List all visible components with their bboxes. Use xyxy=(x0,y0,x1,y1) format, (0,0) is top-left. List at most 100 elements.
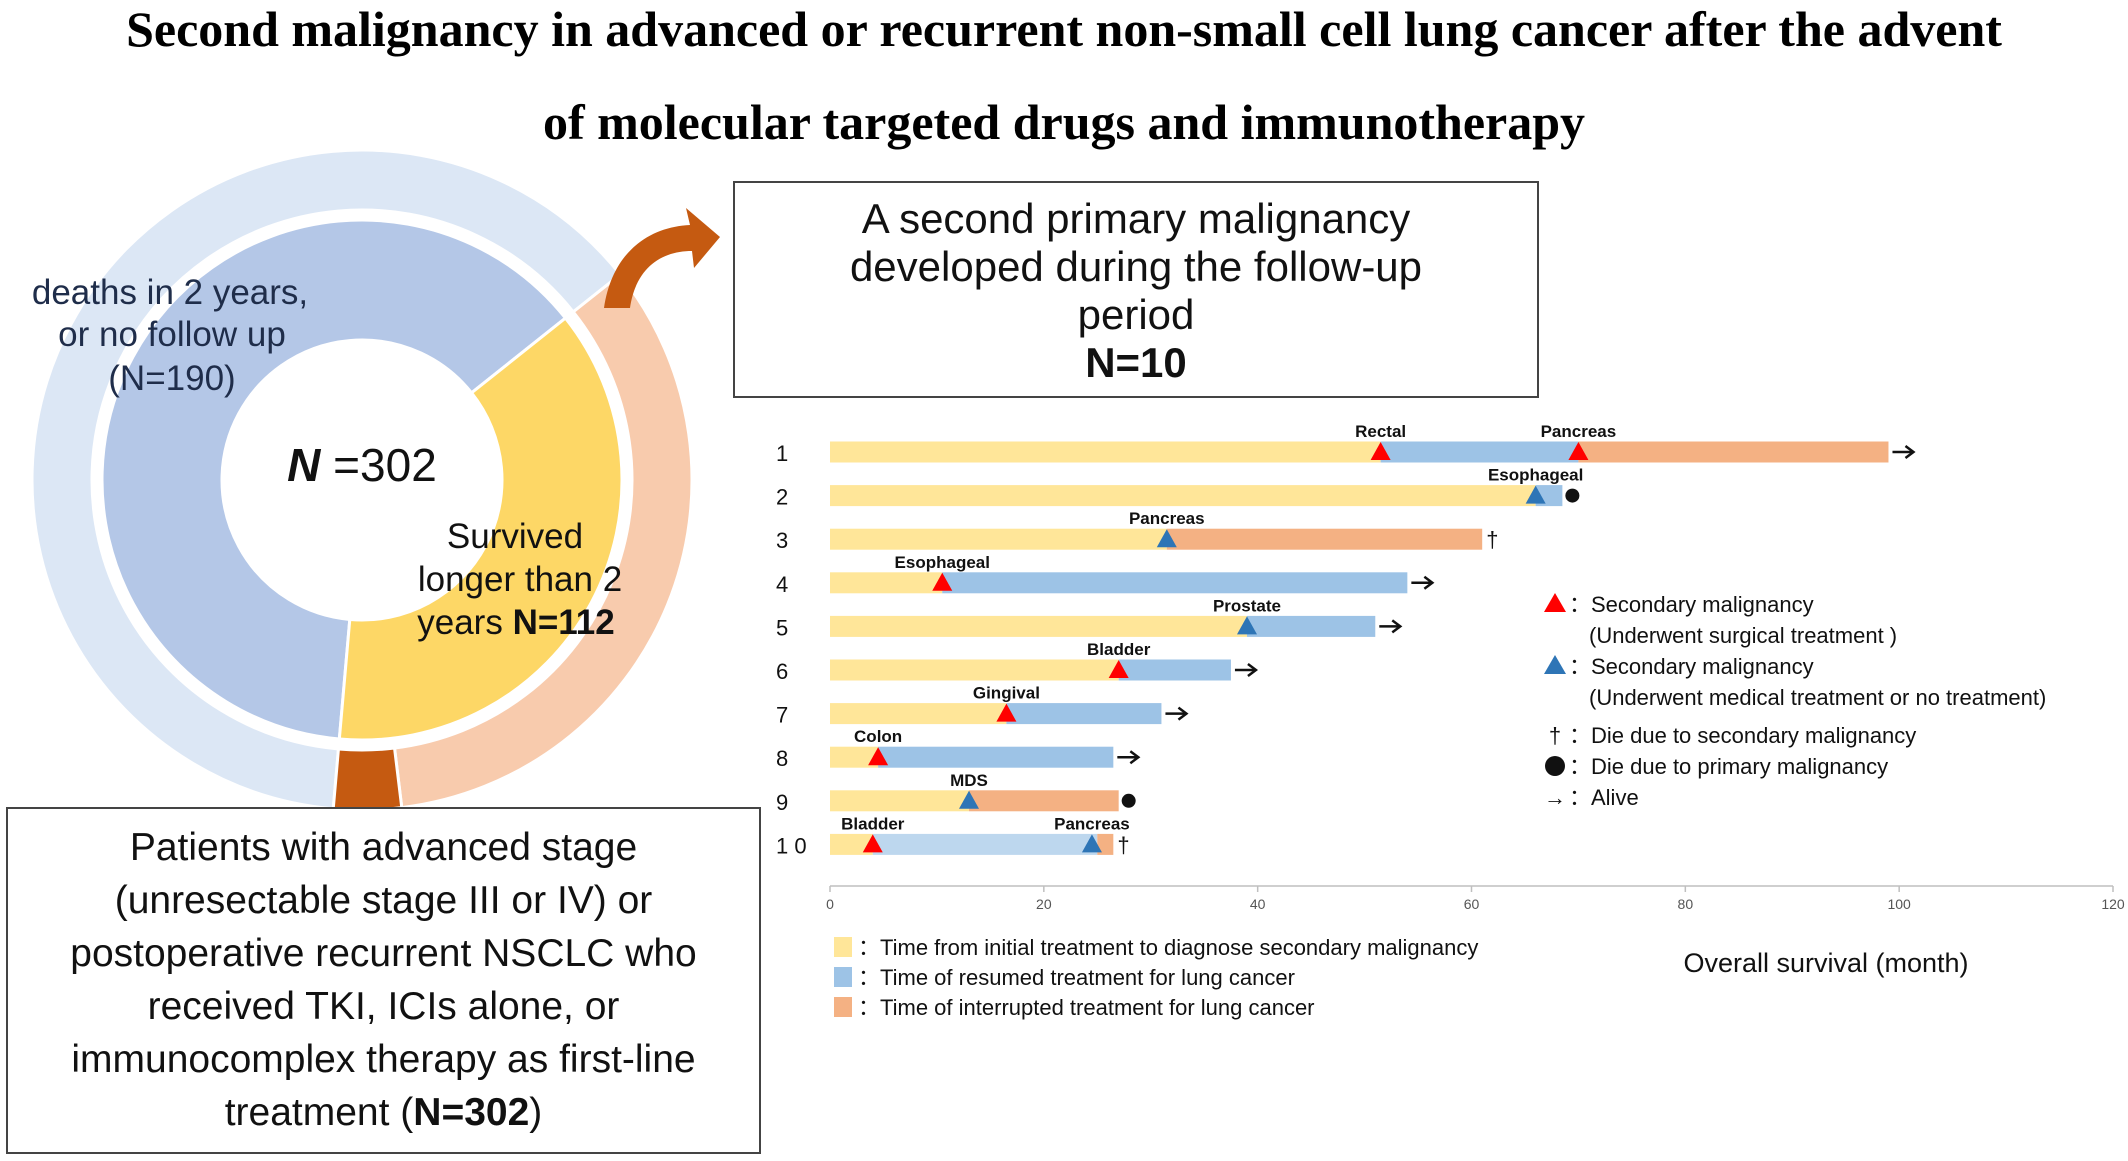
legend-marker-text: ：Alive xyxy=(1569,785,1639,810)
end-dot xyxy=(1565,488,1580,503)
row-label: 2 xyxy=(776,485,788,510)
x-tick-label: 40 xyxy=(1250,896,1266,912)
legend-segments: ：Time from initial treatment to diagnose… xyxy=(834,935,1478,1020)
bar-segment-resumed xyxy=(878,746,1114,768)
center-label-value: =302 xyxy=(320,439,436,491)
bar-segment-pre_diagnosis xyxy=(830,441,1381,463)
title-line-2: of molecular targeted drugs and immunoth… xyxy=(542,94,1586,150)
legend-glyph: → xyxy=(1544,785,1566,810)
survived-label-line-3: years N=112 xyxy=(417,603,615,642)
legend-item-dagger: † ：Die due to secondary malignancy xyxy=(1549,723,1916,748)
row-label: 1 0 xyxy=(776,833,807,858)
legend-marker-text: ：Secondary malignancy xyxy=(1569,654,1814,679)
patient-row-1: 1 Rectal Pancreas xyxy=(776,422,1916,466)
x-tick-label: 20 xyxy=(1036,896,1052,912)
event-label: Pancreas xyxy=(1541,422,1617,441)
inner-ring-deaths xyxy=(100,218,568,741)
row-label: 6 xyxy=(776,659,788,684)
bar-segment-pre_diagnosis xyxy=(830,659,1119,681)
x-tick-label: 80 xyxy=(1678,896,1694,912)
legend-dot xyxy=(1545,756,1565,776)
bar-segment-resumed xyxy=(1118,659,1231,681)
cohort-line-6: treatment (N=302) xyxy=(8,1086,759,1139)
cohort-line-3: postoperative recurrent NSCLC who xyxy=(70,932,697,975)
legend-swatch xyxy=(834,997,852,1017)
deaths-label-line-2: or no follow up xyxy=(58,315,286,354)
legend-segment-text: ：Time from initial treatment to diagnose… xyxy=(858,935,1478,960)
marker-medical xyxy=(1525,485,1546,504)
bar-segment-pre_diagnosis xyxy=(830,746,879,768)
row-label: 7 xyxy=(776,703,788,728)
deaths-label-line-1: deaths in 2 years, xyxy=(32,273,308,312)
deaths-label-line-3: (N=190) xyxy=(108,359,235,398)
bar-segment-pre_diagnosis xyxy=(830,833,873,855)
event-label: Prostate xyxy=(1213,596,1281,615)
legend-segment-text: ：Time of resumed treatment for lung canc… xyxy=(858,965,1295,990)
patient-row-2: 2 Esophageal xyxy=(776,466,1583,510)
marker-medical xyxy=(1236,616,1257,635)
legend-triangle xyxy=(1544,655,1566,674)
legend-marker-subtext: (Underwent surgical treatment ) xyxy=(1589,623,1897,648)
survived-label-line-2: longer than 2 xyxy=(418,560,622,599)
legend-marker-text: ：Die due to primary malignancy xyxy=(1569,754,1888,779)
marker-surgical xyxy=(1568,442,1589,460)
x-axis: 0 20 40 60 80 100 120 xyxy=(826,885,2125,912)
marker-medical xyxy=(1081,834,1102,853)
legend-markers: ：Secondary malignancy (Underwent surgical… xyxy=(1544,592,2046,810)
end-arrow-head xyxy=(1177,706,1189,721)
bar-segment-pre_diagnosis xyxy=(830,485,1536,507)
legend-triangle xyxy=(1544,593,1566,612)
legend-marker-text: ：Secondary malignancy xyxy=(1569,592,1814,617)
row-label: 9 xyxy=(776,790,788,815)
end-arrow-head xyxy=(1904,445,1916,459)
marker-surgical xyxy=(868,747,889,766)
bar-segment-interrupted xyxy=(968,790,1119,812)
patient-row-5: 5 Prostate xyxy=(776,596,1403,640)
legend-item-dot: ：Die due to primary malignancy xyxy=(1545,754,1888,779)
outer-ring-spm xyxy=(331,746,404,810)
legend-swatch xyxy=(834,937,852,957)
legend-item-triangle-red: ：Secondary malignancy (Underwent surgical… xyxy=(1544,592,1897,648)
bar-segment-resumed xyxy=(1006,703,1162,725)
marker-surgical xyxy=(862,834,883,853)
legend-segment-text: ：Time of interrupted treatment for lung … xyxy=(858,995,1315,1020)
end-arrow-head xyxy=(1423,575,1435,590)
donut-center-label: N =302 xyxy=(287,439,437,491)
legend-marker-subtext: (Underwent medical treatment or no treat… xyxy=(1589,685,2046,710)
row-label: 4 xyxy=(776,572,788,597)
marker-surgical xyxy=(1370,442,1391,460)
x-tick-label: 100 xyxy=(1887,896,1911,912)
end-dagger: † xyxy=(1117,832,1129,857)
event-label: Gingival xyxy=(973,684,1040,703)
survived-label: Survived longer than 2 years N=112 xyxy=(417,517,622,642)
patient-row-10: 1 0 Bladder Pancreas† xyxy=(776,814,1130,858)
bar-segment-resumed xyxy=(1380,441,1579,463)
marker-surgical xyxy=(1108,660,1129,678)
survived-label-n: N=112 xyxy=(513,603,615,642)
legend-segment-interrupted: ：Time of interrupted treatment for lung … xyxy=(834,995,1315,1020)
patient-row-9: 9 MDS xyxy=(776,771,1136,815)
patient-row-6: 6 Bladder xyxy=(776,640,1259,684)
curved-arrow xyxy=(604,208,720,308)
spm-box-count: N=10 xyxy=(1085,339,1187,386)
spm-box-line-2: developed during the follow-up xyxy=(849,243,1423,290)
event-label: Esophageal xyxy=(895,553,990,572)
bar-segment-patient10_segment xyxy=(872,833,1098,855)
spm-box-line-3: period xyxy=(1077,291,1195,338)
event-label: Pancreas xyxy=(1054,814,1130,833)
event-label: Bladder xyxy=(1087,640,1151,659)
outer-ring-deaths_outer xyxy=(30,150,623,810)
legend-glyph: † xyxy=(1549,723,1561,748)
cohort-line-2: (unresectable stage III or IV) or xyxy=(114,879,653,922)
legend-swatch xyxy=(834,967,852,987)
survived-label-years: years xyxy=(417,603,512,642)
bar-segment-interrupted xyxy=(1097,833,1114,855)
outer-ring-survived_outer xyxy=(392,272,694,810)
cohort-line-1: Patients with advanced stage xyxy=(129,826,638,869)
event-label: Bladder xyxy=(841,814,905,833)
cohort-line-5: immunocomplex therapy as first-line xyxy=(71,1038,696,1081)
bar-segment-resumed xyxy=(942,572,1408,594)
donut-segments xyxy=(30,150,694,810)
